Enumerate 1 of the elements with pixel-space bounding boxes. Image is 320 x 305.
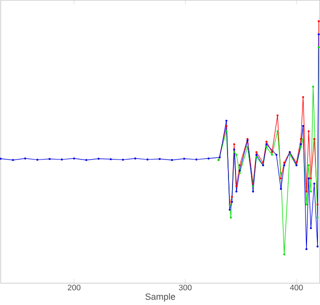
- x-axis-title: Sample: [145, 293, 176, 302]
